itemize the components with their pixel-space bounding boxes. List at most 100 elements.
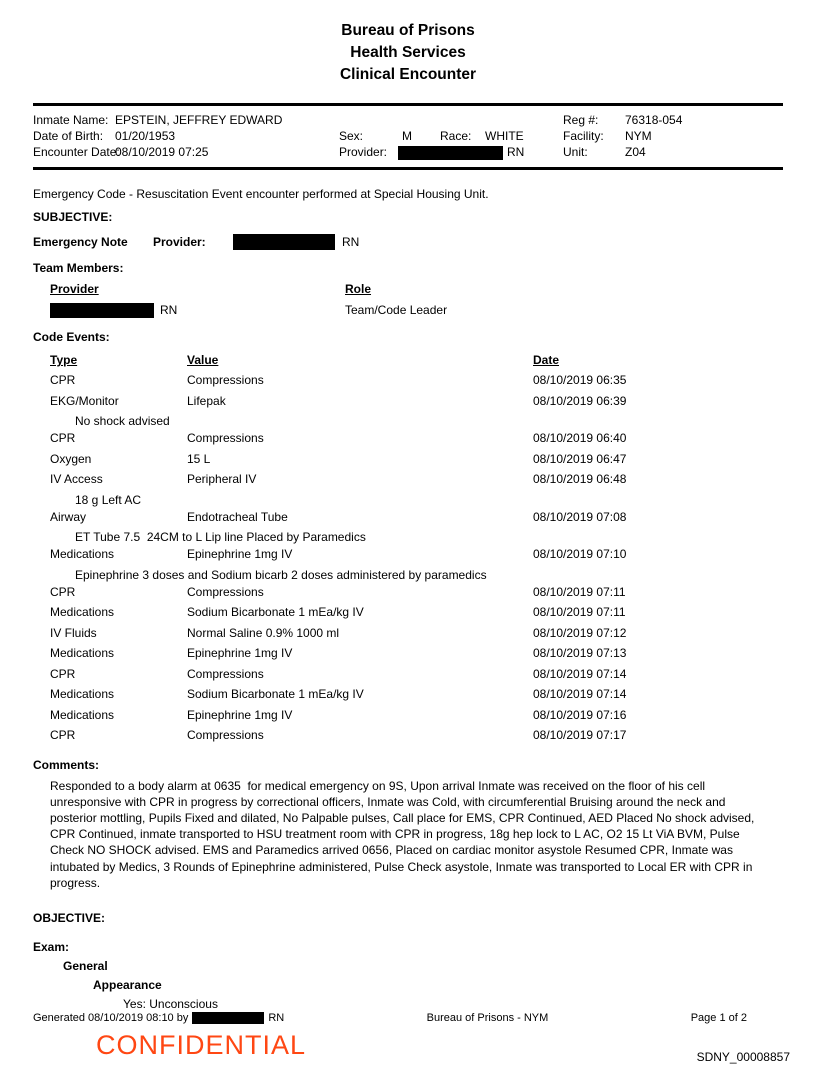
provider-label: Provider: (339, 145, 388, 159)
date-column-header: Date (533, 353, 560, 367)
code-event-row: IV Access Peripheral IV 08/10/2019 06:48 (33, 472, 770, 493)
code-event-row: IV Fluids Normal Saline 0.9% 1000 ml 08/10… (33, 626, 770, 647)
team-table-header: Provider Role (33, 282, 770, 300)
encounter-date-row: Encounter Date: 08/10/2019 07:25 Provide… (33, 145, 816, 161)
code-event-value: Epinephrine 1mg IV (187, 707, 293, 722)
code-event-value: Sodium Bicarbonate 1 mEa/kg IV (187, 687, 364, 701)
redacted-provider-name (233, 234, 335, 250)
code-event-row: Medications Sodium Bicarbonate 1 mEa/kg I… (33, 687, 770, 708)
exam-heading: Exam: (33, 939, 70, 954)
code-event-date: 08/10/2019 06:39 (533, 393, 627, 408)
inmate-name-value: EPSTEIN, JEFFREY EDWARD (115, 113, 283, 127)
note-provider-label: Provider: (153, 235, 206, 249)
team-table-rows: RN Team/Code Leader (33, 303, 770, 319)
code-event-type: CPR (50, 373, 76, 387)
emergency-note-row: Emergency Note Provider: RN (33, 234, 770, 252)
code-event-type: Medications (50, 646, 115, 660)
code-event-type: CPR (50, 431, 76, 445)
confidential-stamp: CONFIDENTIAL (96, 1030, 307, 1060)
code-event-type: EKG/Monitor (50, 393, 119, 408)
code-event-type: Medications (50, 687, 115, 701)
code-event-value: Compressions (187, 373, 264, 387)
code-event-date: 08/10/2019 06:47 (533, 451, 627, 466)
unit-value: Z04 (625, 145, 646, 159)
code-event-date: 08/10/2019 07:11 (533, 584, 626, 599)
redacted-provider-name (50, 303, 154, 318)
code-event-type: IV Fluids (50, 625, 97, 640)
dob-value: 01/20/1953 (115, 129, 176, 143)
dob-label: Date of Birth: (33, 129, 104, 143)
comments-text: Responded to a body alarm at 0635 for me… (50, 778, 758, 890)
code-events-table-header: Type Value Date (33, 353, 770, 373)
code-event-row: Oxygen 15 L 08/10/2019 06:47 (33, 452, 770, 473)
generated-credential: RN (268, 1012, 285, 1024)
header-divider-bottom (33, 167, 783, 170)
code-event-row: Medications Sodium Bicarbonate 1 mEa/kg I… (33, 605, 770, 626)
value-column-header: Value (187, 353, 219, 367)
team-member-row: RN Team/Code Leader (33, 303, 770, 319)
team-member-role: Team/Code Leader (345, 303, 448, 317)
code-event-value: Epinephrine 1mg IV (187, 646, 293, 660)
team-role-column-header: Role (345, 282, 372, 296)
facility-value: NYM (625, 129, 652, 143)
exam-appearance-heading: Appearance (93, 977, 162, 992)
code-event-value: Compressions (187, 666, 264, 681)
code-event-row: CPR Compressions 08/10/2019 07:11 (33, 585, 770, 606)
encounter-summary-line: Emergency Code - Resuscitation Event enc… (33, 187, 489, 201)
provider-credential: RN (507, 145, 525, 159)
code-event-row: Medications Epinephrine 1mg IV 08/10/2019 … (33, 708, 770, 729)
code-event-note: Epinephrine 3 doses and Sodium bicarb 2 … (75, 567, 487, 582)
code-event-row: Airway Endotracheal Tube 08/10/2019 07:08 (33, 510, 770, 531)
code-event-type: Medications (50, 605, 115, 619)
code-event-type: Oxygen (50, 451, 92, 466)
code-event-date: 08/10/2019 06:40 (533, 431, 627, 445)
page-number: Page 1 of 2 (690, 1012, 747, 1025)
code-event-value: Peripheral IV (187, 472, 257, 486)
dob-row: Date of Birth: 01/20/1953 Sex: M Race: W… (33, 129, 816, 145)
code-event-type: Airway (50, 509, 87, 524)
code-event-date: 08/10/2019 07:11 (533, 605, 626, 619)
bates-number: SDNY_00008857 (696, 1050, 790, 1064)
sex-value: M (402, 129, 412, 143)
code-event-note: ET Tube 7.5 24CM to L Lip line Placed by… (75, 530, 366, 544)
inmate-name-label: Inmate Name: (33, 113, 109, 127)
code-event-row: CPR Compressions 08/10/2019 06:35 (33, 373, 770, 394)
code-event-value: 15 L (187, 451, 211, 466)
title-bureau-of-prisons: Bureau of Prisons (341, 22, 475, 39)
code-event-type: Medications (50, 707, 115, 722)
encounter-date-label: Encounter Date: (33, 145, 120, 159)
title-health-services: Health Services (350, 44, 466, 61)
generated-line: Generated 08/10/2019 08:10 by RN (33, 1012, 285, 1025)
emergency-note-label: Emergency Note (33, 235, 128, 249)
reg-number-value: 76318-054 (625, 113, 683, 127)
code-event-date: 08/10/2019 07:14 (533, 687, 627, 701)
code-event-type: IV Access (50, 472, 103, 486)
code-event-note: No shock advised (75, 414, 170, 428)
code-event-type: CPR (50, 584, 76, 599)
comments-heading: Comments: (33, 757, 100, 772)
exam-general-heading: General (63, 958, 108, 973)
sex-label: Sex: (339, 129, 364, 143)
race-label: Race: (440, 129, 472, 143)
team-provider-credential: RN (160, 303, 178, 317)
generated-prefix: Generated 08/10/2019 08:10 by (33, 1012, 189, 1024)
code-event-date: 08/10/2019 07:17 (533, 728, 627, 742)
header-divider-top (33, 103, 783, 106)
code-event-date: 08/10/2019 07:12 (533, 625, 627, 640)
code-event-value: Compressions (187, 431, 264, 445)
page-footer: Generated 08/10/2019 08:10 by RN Bureau o… (33, 1012, 747, 1025)
note-provider-credential: RN (342, 235, 360, 249)
code-event-value: Endotracheal Tube (187, 509, 288, 524)
code-event-value: Compressions (187, 584, 264, 599)
code-event-date: 08/10/2019 06:35 (533, 373, 627, 387)
reg-number-label: Reg #: (563, 113, 599, 127)
code-events-table-rows: CPR Compressions 08/10/2019 06:35 EKG/Monit… (33, 373, 770, 749)
code-event-row: Medications Epinephrine 1mg IV 08/10/2019 … (33, 547, 770, 568)
code-event-date: 08/10/2019 06:48 (533, 472, 627, 486)
document-body: Emergency Code - Resuscitation Event enc… (33, 187, 770, 1011)
code-event-date: 08/10/2019 07:14 (533, 666, 627, 681)
footer-facility: Bureau of Prisons - NYM (426, 1012, 549, 1025)
code-event-date: 08/10/2019 07:16 (533, 707, 627, 722)
code-events-heading: Code Events: (33, 330, 110, 344)
